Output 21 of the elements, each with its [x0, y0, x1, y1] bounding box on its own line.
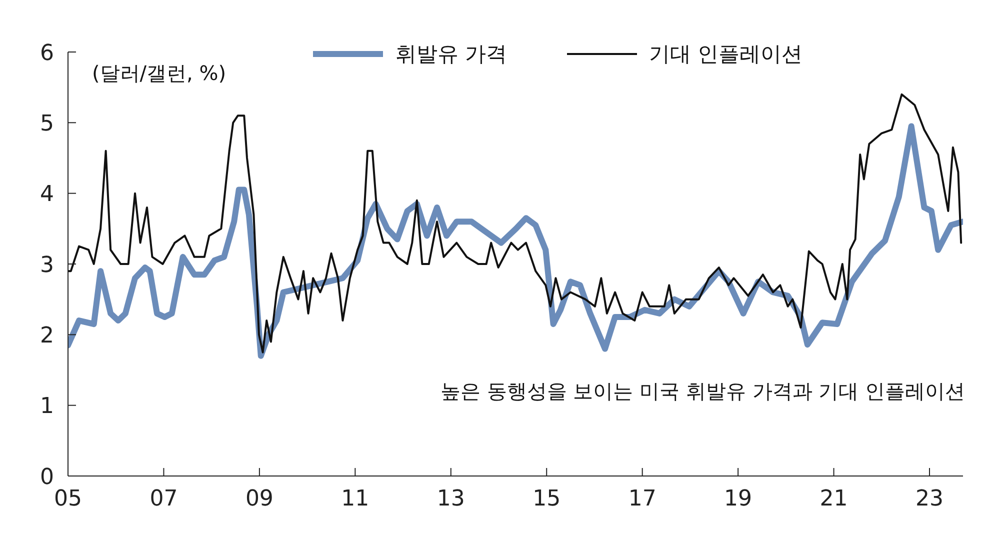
x-tick-label: 23 — [915, 486, 944, 512]
x-tick-label: 07 — [150, 486, 178, 512]
x-tick-label: 13 — [436, 486, 465, 512]
y-tick-label: 6 — [40, 40, 54, 66]
x-tick-label: 11 — [341, 486, 370, 512]
annotation: 높은 동행성을 보이는 미국 휘발유 가격과 기대 인플레이션 — [440, 378, 965, 405]
y-tick-label: 4 — [40, 182, 54, 208]
x-tick-label: 17 — [628, 486, 656, 512]
x-tick-label: 19 — [724, 486, 752, 512]
y-axis-title: (달러/갤런, %) — [92, 60, 226, 87]
x-tick-label: 05 — [54, 486, 82, 512]
x-tick-label: 15 — [532, 486, 561, 512]
legend-label: 기대 인플레이션 — [649, 41, 803, 68]
y-tick-label: 3 — [40, 252, 54, 278]
x-tick-label: 09 — [245, 486, 274, 512]
y-tick-label: 1 — [40, 394, 54, 420]
legend-label: 휘발유 가격 — [395, 41, 507, 68]
y-tick-label: 5 — [40, 111, 54, 136]
y-tick-label: 0 — [40, 464, 54, 490]
y-tick-label: 2 — [40, 323, 54, 348]
x-tick-label: 21 — [820, 486, 848, 512]
